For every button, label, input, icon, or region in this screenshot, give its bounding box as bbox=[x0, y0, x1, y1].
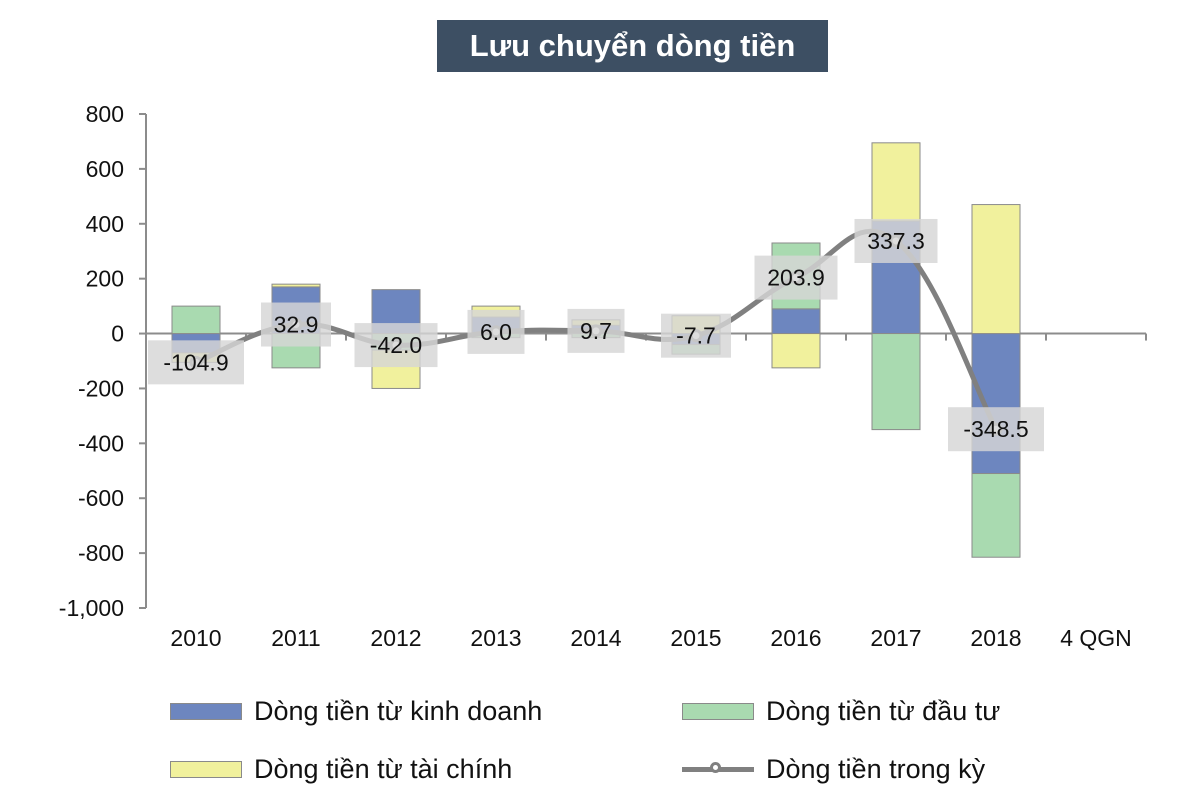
x-tick-label: 2011 bbox=[271, 625, 320, 651]
legend-swatch-net bbox=[682, 761, 754, 778]
data-label-bg bbox=[354, 323, 438, 368]
legend: Dòng tiền từ kinh doanh Dòng tiền từ đầu… bbox=[170, 688, 1070, 798]
legend-label-net: Dòng tiền trong kỳ bbox=[766, 754, 986, 784]
legend-swatch-investing bbox=[682, 703, 754, 720]
data-label-bg bbox=[854, 218, 938, 263]
legend-item-net: Dòng tiền trong kỳ bbox=[682, 754, 985, 785]
data-label: 337.3 bbox=[867, 228, 925, 254]
x-tick-label: 2010 bbox=[170, 625, 221, 651]
y-tick-label: 600 bbox=[86, 156, 124, 182]
legend-label-operating: Dòng tiền từ kinh doanh bbox=[254, 696, 543, 726]
x-tick-label: 2014 bbox=[570, 625, 621, 651]
bar-segment bbox=[271, 283, 321, 288]
x-tick-label: 2012 bbox=[370, 625, 421, 651]
data-label-bg bbox=[661, 313, 731, 358]
bar-segment bbox=[771, 333, 821, 369]
bar-segment bbox=[971, 333, 1021, 475]
y-tick-label: -200 bbox=[78, 375, 124, 401]
data-label: 9.7 bbox=[580, 318, 612, 344]
x-tick-label: 4 QGN bbox=[1060, 625, 1132, 651]
bar-segment bbox=[971, 204, 1021, 335]
data-label: -7.7 bbox=[676, 323, 716, 349]
legend-label-financing: Dòng tiền từ tài chính bbox=[254, 754, 513, 784]
legend-label-investing: Dòng tiền từ đầu tư bbox=[766, 696, 1001, 726]
bar-segment bbox=[871, 333, 921, 431]
data-label: 203.9 bbox=[767, 265, 825, 291]
data-labels-layer: -104.9 32.9 -42.0 6.0 9.7 -7.7 203.9 337.3 -348.… bbox=[148, 218, 1044, 452]
chart-title: Lưu chuyển dòng tiền bbox=[437, 20, 828, 72]
bar-segment bbox=[771, 308, 821, 335]
x-tick-label: 2015 bbox=[670, 625, 721, 651]
bar-segment bbox=[871, 142, 921, 222]
data-label: 32.9 bbox=[274, 312, 319, 338]
data-label-bg bbox=[467, 309, 525, 354]
data-label: -42.0 bbox=[370, 332, 422, 358]
data-label-bg bbox=[567, 308, 625, 353]
legend-swatch-operating bbox=[170, 703, 242, 720]
x-tick-label: 2016 bbox=[770, 625, 821, 651]
legend-item-investing: Dòng tiền từ đầu tư bbox=[682, 696, 1000, 727]
y-tick-label: -800 bbox=[78, 540, 124, 566]
data-label-bg bbox=[261, 302, 331, 347]
data-label: -348.5 bbox=[963, 416, 1028, 442]
y-tick-label: 200 bbox=[86, 266, 124, 292]
x-tick-label: 2018 bbox=[970, 625, 1021, 651]
y-tick-label: -1,000 bbox=[59, 595, 124, 621]
chart-plot: 800 600 400 200 0 -200 -400 -600 -800 -1,000 2010 2… bbox=[59, 101, 1147, 651]
data-label-bg bbox=[948, 407, 1044, 452]
y-tick-label: 800 bbox=[86, 101, 124, 127]
data-label-bg bbox=[148, 340, 244, 385]
data-label-bg bbox=[754, 255, 838, 300]
data-label: -104.9 bbox=[163, 349, 228, 375]
y-tick-label: -600 bbox=[78, 485, 124, 511]
legend-swatch-financing bbox=[170, 761, 242, 778]
x-tick-label: 2013 bbox=[470, 625, 521, 651]
bar-segment bbox=[171, 305, 221, 335]
x-tick-label: 2017 bbox=[870, 625, 921, 651]
bar-segment bbox=[971, 473, 1021, 558]
legend-item-operating: Dòng tiền từ kinh doanh bbox=[170, 696, 542, 727]
data-label: 6.0 bbox=[480, 319, 512, 345]
y-tick-label: 400 bbox=[86, 211, 124, 237]
y-tick-label: -400 bbox=[78, 430, 124, 456]
y-tick-label: 0 bbox=[111, 321, 124, 347]
legend-item-financing: Dòng tiền từ tài chính bbox=[170, 754, 512, 785]
